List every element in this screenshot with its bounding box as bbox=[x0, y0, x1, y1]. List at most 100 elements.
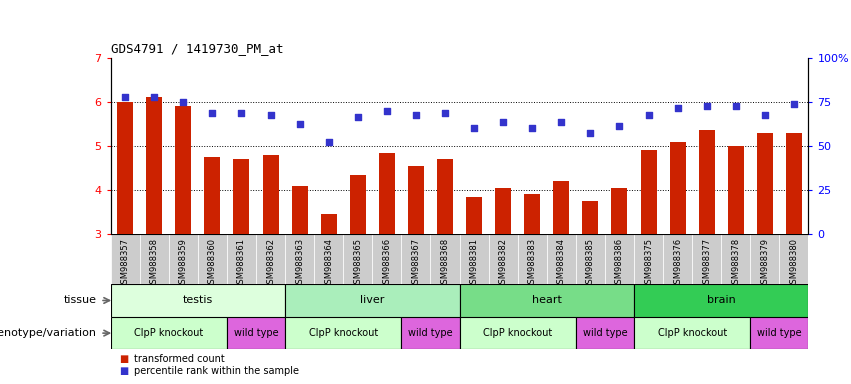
Bar bbox=[227, 317, 285, 349]
Text: GSM988375: GSM988375 bbox=[644, 238, 653, 289]
Text: GSM988379: GSM988379 bbox=[760, 238, 769, 289]
Bar bbox=[786, 133, 802, 234]
Point bbox=[642, 112, 655, 118]
Bar bbox=[546, 234, 576, 284]
Bar bbox=[233, 159, 249, 234]
Bar bbox=[204, 157, 220, 234]
Bar bbox=[751, 234, 780, 284]
Bar bbox=[111, 234, 140, 284]
Bar bbox=[605, 234, 634, 284]
Bar bbox=[197, 234, 227, 284]
Text: ■: ■ bbox=[119, 366, 129, 376]
Text: ClpP knockout: ClpP knockout bbox=[483, 328, 552, 338]
Text: ClpP knockout: ClpP knockout bbox=[134, 328, 203, 338]
Text: GSM988368: GSM988368 bbox=[441, 238, 449, 290]
Bar bbox=[379, 152, 395, 234]
Bar bbox=[663, 234, 692, 284]
Bar bbox=[488, 234, 517, 284]
Text: GSM988376: GSM988376 bbox=[673, 238, 683, 290]
Point bbox=[235, 110, 248, 116]
Point bbox=[787, 101, 801, 107]
Text: GSM988365: GSM988365 bbox=[353, 238, 363, 289]
Text: testis: testis bbox=[183, 295, 213, 306]
Text: genotype/variation: genotype/variation bbox=[0, 328, 97, 338]
Bar bbox=[576, 234, 605, 284]
Bar bbox=[466, 197, 482, 234]
Text: GSM988366: GSM988366 bbox=[382, 238, 391, 290]
Point bbox=[671, 105, 684, 111]
Point bbox=[380, 108, 394, 114]
Bar bbox=[321, 214, 337, 234]
Text: GSM988362: GSM988362 bbox=[266, 238, 275, 289]
Text: GSM988358: GSM988358 bbox=[150, 238, 159, 289]
Bar bbox=[634, 317, 751, 349]
Point bbox=[729, 103, 743, 109]
Text: GSM988383: GSM988383 bbox=[528, 238, 537, 290]
Text: GSM988364: GSM988364 bbox=[324, 238, 334, 289]
Bar bbox=[699, 131, 715, 234]
Bar bbox=[350, 175, 366, 234]
Bar bbox=[692, 234, 721, 284]
Text: GDS4791 / 1419730_PM_at: GDS4791 / 1419730_PM_at bbox=[111, 42, 283, 55]
Point bbox=[584, 129, 597, 136]
Bar bbox=[460, 317, 576, 349]
Bar bbox=[146, 98, 163, 234]
Bar bbox=[641, 150, 656, 234]
Text: transformed count: transformed count bbox=[134, 354, 226, 364]
Bar bbox=[402, 317, 460, 349]
Bar bbox=[117, 102, 133, 234]
Text: wild type: wild type bbox=[583, 328, 627, 338]
Text: wild type: wild type bbox=[408, 328, 453, 338]
Text: GSM988381: GSM988381 bbox=[470, 238, 478, 289]
Bar bbox=[524, 195, 540, 234]
Point bbox=[351, 114, 364, 120]
Bar bbox=[517, 234, 546, 284]
Text: ClpP knockout: ClpP knockout bbox=[309, 328, 378, 338]
Text: tissue: tissue bbox=[64, 295, 97, 306]
Text: GSM988382: GSM988382 bbox=[499, 238, 508, 289]
Bar bbox=[612, 188, 627, 234]
Bar bbox=[292, 186, 307, 234]
Point bbox=[147, 94, 161, 101]
Bar bbox=[285, 234, 314, 284]
Text: GSM988386: GSM988386 bbox=[615, 238, 624, 290]
Text: heart: heart bbox=[532, 295, 562, 306]
Bar bbox=[256, 234, 285, 284]
Bar bbox=[285, 317, 402, 349]
Bar bbox=[460, 234, 488, 284]
Bar bbox=[576, 317, 634, 349]
Text: GSM988361: GSM988361 bbox=[237, 238, 246, 289]
Point bbox=[496, 119, 510, 125]
Text: GSM988385: GSM988385 bbox=[585, 238, 595, 289]
Point bbox=[613, 123, 626, 129]
Bar bbox=[140, 234, 168, 284]
Text: GSM988359: GSM988359 bbox=[179, 238, 188, 289]
Bar bbox=[314, 234, 343, 284]
Point bbox=[409, 112, 423, 118]
Bar bbox=[634, 284, 808, 317]
Point bbox=[467, 125, 481, 131]
Bar bbox=[757, 133, 773, 234]
Text: GSM988380: GSM988380 bbox=[790, 238, 798, 289]
Point bbox=[264, 112, 277, 118]
Point bbox=[206, 110, 220, 116]
Bar bbox=[408, 166, 424, 234]
Bar bbox=[495, 188, 511, 234]
Bar bbox=[751, 317, 808, 349]
Point bbox=[700, 103, 713, 109]
Bar bbox=[437, 159, 453, 234]
Bar bbox=[175, 106, 191, 234]
Text: GSM988377: GSM988377 bbox=[702, 238, 711, 290]
Bar bbox=[728, 146, 744, 234]
Bar bbox=[111, 284, 285, 317]
Text: ■: ■ bbox=[119, 354, 129, 364]
Text: wild type: wild type bbox=[234, 328, 278, 338]
Point bbox=[525, 125, 539, 131]
Point bbox=[555, 119, 568, 125]
Bar bbox=[227, 234, 256, 284]
Text: GSM988360: GSM988360 bbox=[208, 238, 217, 289]
Bar bbox=[460, 284, 634, 317]
Text: wild type: wild type bbox=[757, 328, 802, 338]
Text: GSM988384: GSM988384 bbox=[557, 238, 566, 289]
Point bbox=[758, 112, 772, 118]
